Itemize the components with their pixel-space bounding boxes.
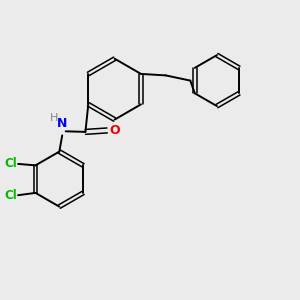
Text: O: O [110, 124, 120, 137]
Text: H: H [50, 113, 58, 124]
Text: N: N [57, 117, 68, 130]
Text: Cl: Cl [4, 189, 16, 202]
Text: Cl: Cl [4, 158, 16, 170]
